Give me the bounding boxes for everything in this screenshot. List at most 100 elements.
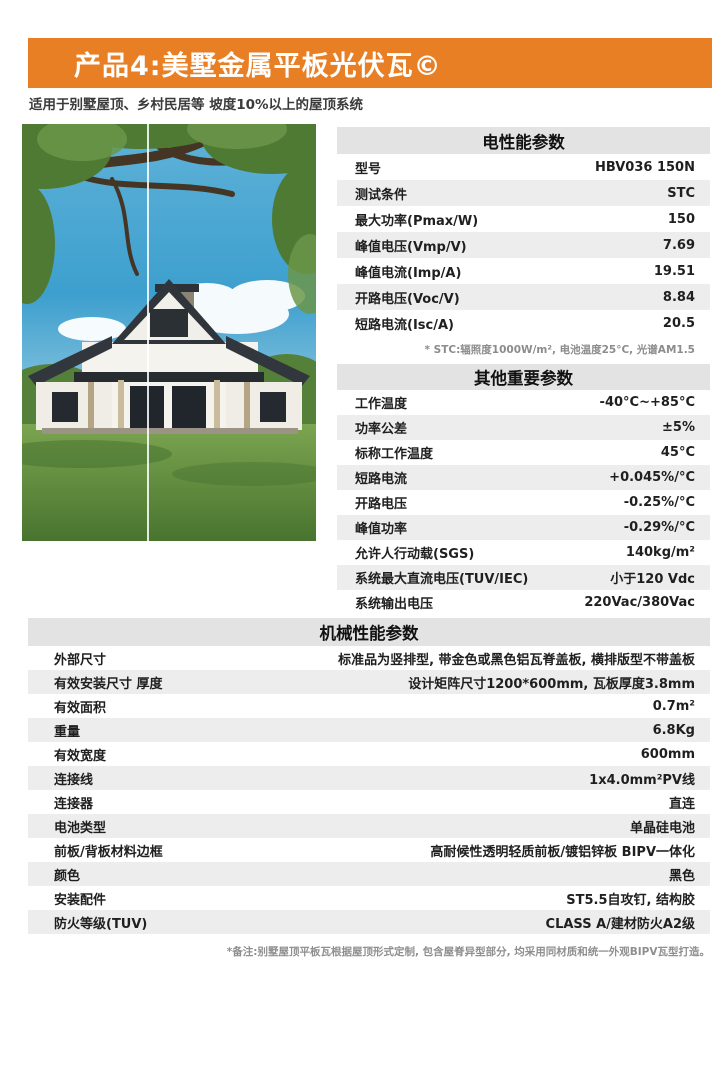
- spec-row: 开路电压 -0.25%/°C: [337, 490, 710, 515]
- spec-row: 颜色 黑色: [28, 862, 710, 886]
- spec-row: 短路电流(Isc/A) 20.5: [337, 310, 710, 336]
- spec-label: 系统输出电压: [355, 597, 434, 612]
- spec-value: 黑色: [668, 868, 695, 884]
- spec-label: 测试条件: [355, 187, 408, 203]
- spec-row: 最大功率(Pmax/W) 150: [337, 206, 710, 232]
- mechanical-table-title: 机械性能参数: [28, 618, 710, 646]
- spec-value: -0.29%/°C: [623, 520, 695, 535]
- electrical-table-rows: 型号 HBV036 150N 测试条件 STC 最大功率(Pmax/W) 150 峰值电压(…: [337, 154, 710, 336]
- other-parameters-table: 其他重要参数 工作温度 -40°C~+85°C 功率公差 ±5% 标称工作温度 45°C 短…: [337, 364, 710, 615]
- spec-value: +0.045%/°C: [609, 470, 695, 485]
- spec-label: 峰值电压(Vmp/V): [355, 239, 467, 255]
- spec-label: 外部尺寸: [54, 652, 107, 668]
- spec-value: HBV036 150N: [594, 159, 695, 175]
- mechanical-table-rows: 外部尺寸 标准品为竖排型, 带金色或黑色铝瓦脊盖板, 横排版型不带盖板有效安装尺寸…: [28, 646, 710, 934]
- spec-label: 标称工作温度: [355, 447, 434, 462]
- spec-label: 开路电压: [355, 497, 408, 512]
- stc-note: * STC:辐照度1000W/m², 电池温度25°C, 光谱AM1.5: [424, 344, 696, 356]
- spec-value: ST5.5自攻钉, 结构胶: [566, 892, 695, 908]
- electrical-parameters-table: 电性能参数 型号 HBV036 150N 测试条件 STC 最大功率(Pmax/W) 15…: [337, 127, 710, 357]
- spec-label: 防火等级(TUV): [54, 916, 148, 932]
- spec-row: 连接器 直连: [28, 790, 710, 814]
- spec-row: 型号 HBV036 150N: [337, 154, 710, 180]
- spec-row: 标称工作温度 45°C: [337, 440, 710, 465]
- spec-value: 0.7m²: [652, 698, 695, 714]
- spec-row: 峰值电流(Imp/A) 19.51: [337, 258, 710, 284]
- spec-row: 允许人行动载(SGS) 140kg/m²: [337, 540, 710, 565]
- spec-label: 电池类型: [54, 820, 107, 836]
- spec-label: 峰值功率: [355, 522, 408, 537]
- spec-row: 外部尺寸 标准品为竖排型, 带金色或黑色铝瓦脊盖板, 横排版型不带盖板: [28, 646, 710, 670]
- spec-label: 允许人行动载(SGS): [355, 547, 475, 562]
- spec-value: STC: [667, 185, 695, 201]
- spec-label: 有效宽度: [54, 748, 107, 764]
- spec-row: 有效安装尺寸 厚度 设计矩阵尺寸1200*600mm, 瓦板厚度3.8mm: [28, 670, 710, 694]
- spec-value: 140kg/m²: [625, 545, 695, 560]
- spec-label: 型号: [355, 161, 382, 177]
- spec-row: 连接线 1x4.0mm²PV线: [28, 766, 710, 790]
- spec-label: 最大功率(Pmax/W): [355, 213, 479, 229]
- spec-row: 有效面积 0.7m²: [28, 694, 710, 718]
- spec-value: 6.8Kg: [652, 722, 695, 738]
- spec-value: 45°C: [660, 445, 695, 460]
- spec-row: 开路电压(Voc/V) 8.84: [337, 284, 710, 310]
- spec-label: 安装配件: [54, 892, 107, 908]
- spec-label: 连接线: [54, 772, 94, 788]
- spec-label: 工作温度: [355, 397, 408, 412]
- spec-label: 短路电流(Isc/A): [355, 317, 454, 333]
- spec-label: 前板/背板材料边框: [54, 844, 163, 860]
- spec-value: 150: [667, 211, 695, 227]
- spec-value: 8.84: [662, 289, 695, 305]
- spec-value: 标准品为竖排型, 带金色或黑色铝瓦脊盖板, 横排版型不带盖板: [338, 652, 695, 668]
- spec-label: 功率公差: [355, 422, 408, 437]
- spec-value: 19.51: [653, 263, 695, 279]
- spec-value: -0.25%/°C: [623, 495, 695, 510]
- spec-value: -40°C~+85°C: [599, 395, 695, 410]
- spec-label: 有效安装尺寸 厚度: [54, 676, 163, 692]
- spec-value: 高耐候性透明轻质前板/镀铝锌板 BIPV一体化: [430, 844, 695, 860]
- spec-label: 峰值电流(Imp/A): [355, 265, 462, 281]
- house-illustration: [22, 124, 316, 541]
- spec-row: 峰值电压(Vmp/V) 7.69: [337, 232, 710, 258]
- spec-value: 设计矩阵尺寸1200*600mm, 瓦板厚度3.8mm: [408, 676, 695, 692]
- spec-value: 7.69: [662, 237, 695, 253]
- spec-value: CLASS A/建材防火A2级: [545, 916, 695, 932]
- spec-label: 有效面积: [54, 700, 107, 716]
- other-table-rows: 工作温度 -40°C~+85°C 功率公差 ±5% 标称工作温度 45°C 短路电流 +0.0…: [337, 390, 710, 615]
- spec-row: 短路电流 +0.045%/°C: [337, 465, 710, 490]
- spec-value: ±5%: [662, 420, 695, 435]
- mechanical-parameters-table: 机械性能参数 外部尺寸 标准品为竖排型, 带金色或黑色铝瓦脊盖板, 横排版型不带盖…: [28, 618, 710, 934]
- spec-row: 防火等级(TUV) CLASS A/建材防火A2级: [28, 910, 710, 934]
- spec-row: 工作温度 -40°C~+85°C: [337, 390, 710, 415]
- spec-row: 安装配件 ST5.5自攻钉, 结构胶: [28, 886, 710, 910]
- electrical-table-title: 电性能参数: [337, 127, 710, 154]
- page-footnote: *备注:别墅屋顶平板瓦根据屋顶形式定制, 包含屋脊异型部分, 均采用同材质和统一…: [226, 946, 710, 958]
- spec-row: 功率公差 ±5%: [337, 415, 710, 440]
- spec-row: 系统最大直流电压(TUV/IEC) 小于120 Vdc: [337, 565, 710, 590]
- title-banner: 产品4:美墅金属平板光伏瓦©: [28, 38, 712, 88]
- spec-row: 系统输出电压 220Vac/380Vac: [337, 590, 710, 615]
- spec-value: 小于120 Vdc: [610, 572, 695, 587]
- spec-label: 重量: [54, 724, 81, 740]
- spec-row: 测试条件 STC: [337, 180, 710, 206]
- spec-label: 连接器: [54, 796, 94, 812]
- spec-row: 前板/背板材料边框 高耐候性透明轻质前板/镀铝锌板 BIPV一体化: [28, 838, 710, 862]
- spec-label: 短路电流: [355, 472, 408, 487]
- page-title: 产品4:美墅金属平板光伏瓦©: [74, 50, 442, 82]
- spec-row: 有效宽度 600mm: [28, 742, 710, 766]
- spec-value: 220Vac/380Vac: [584, 595, 695, 610]
- spec-label: 颜色: [54, 868, 81, 884]
- spec-label: 开路电压(Voc/V): [355, 291, 460, 307]
- spec-value: 单晶硅电池: [629, 820, 695, 836]
- spec-label: 系统最大直流电压(TUV/IEC): [355, 572, 529, 587]
- spec-value: 20.5: [662, 315, 695, 331]
- spec-row: 重量 6.8Kg: [28, 718, 710, 742]
- spec-value: 600mm: [640, 746, 695, 762]
- spec-value: 直连: [668, 796, 695, 812]
- spec-value: 1x4.0mm²PV线: [589, 772, 695, 788]
- product-photo: [22, 124, 316, 541]
- spec-row: 峰值功率 -0.29%/°C: [337, 515, 710, 540]
- other-table-title: 其他重要参数: [337, 364, 710, 390]
- page-subtitle: 适用于别墅屋顶、乡村民居等 坡度10%以上的屋顶系统: [29, 97, 364, 113]
